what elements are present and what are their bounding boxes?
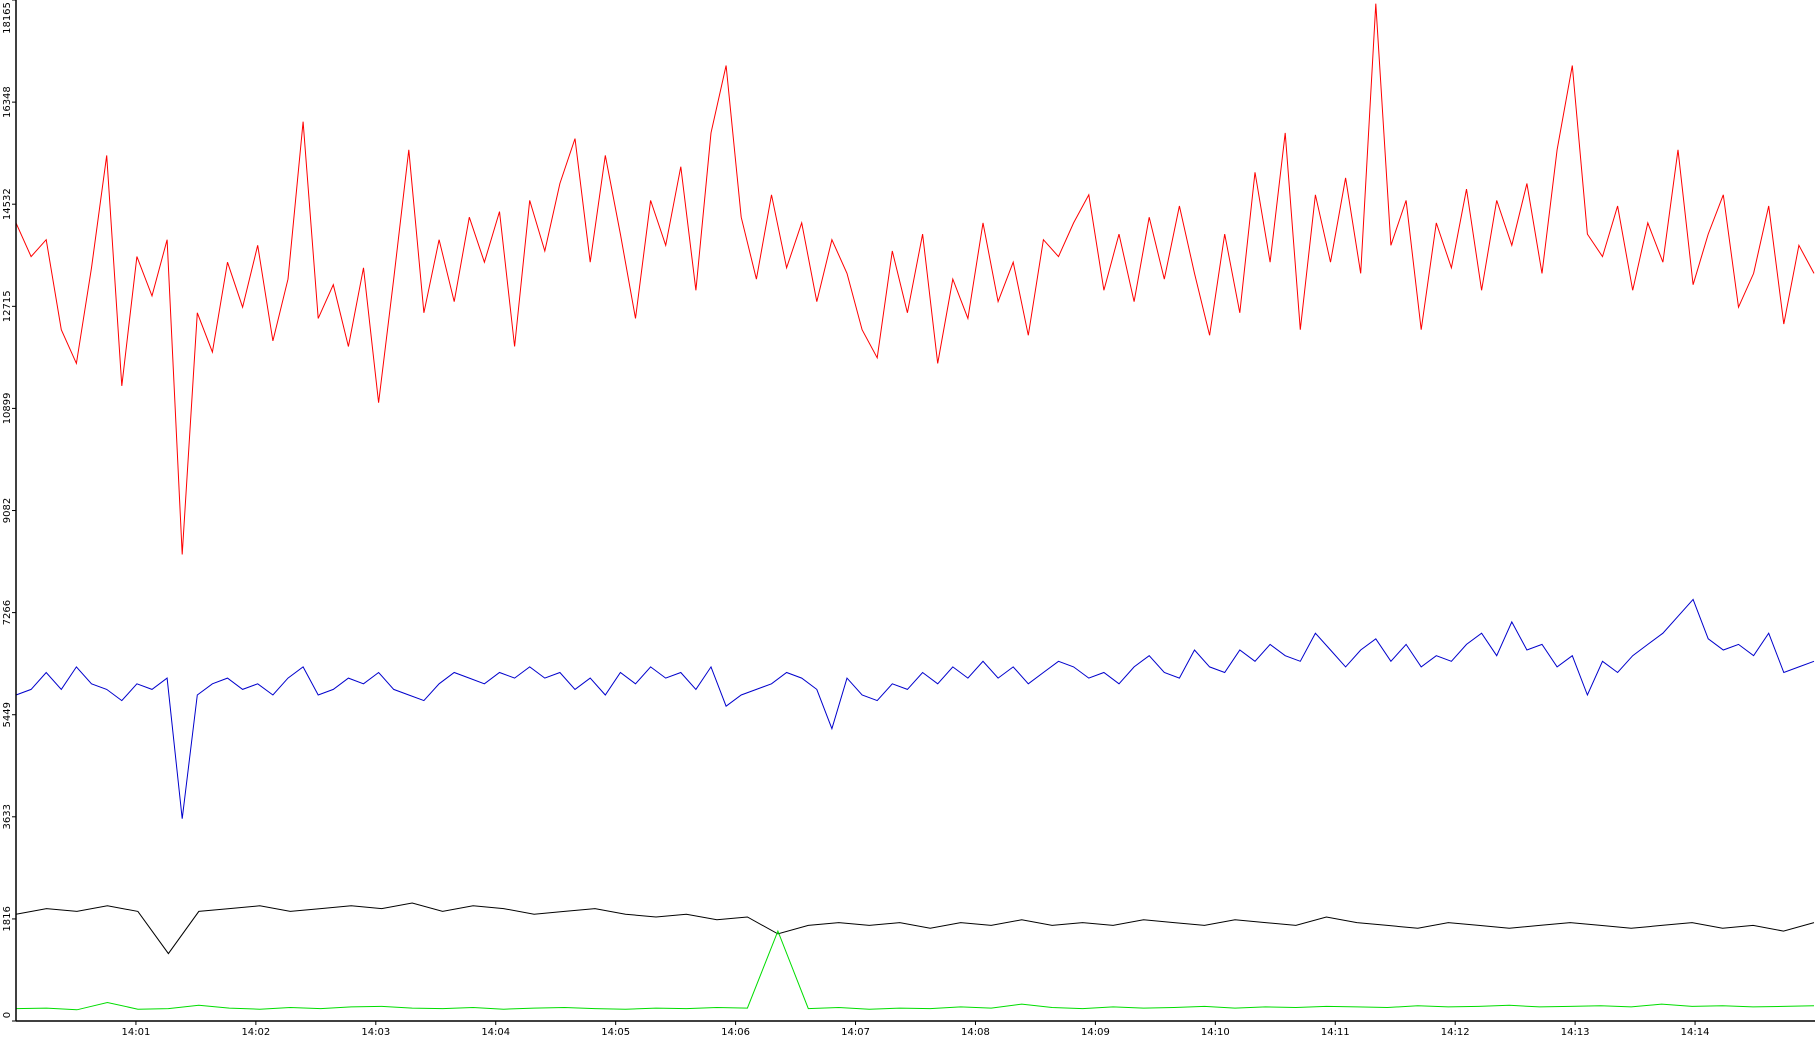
y-tick-label: 16348: [2, 86, 13, 118]
y-tick-label: 0: [2, 1012, 13, 1018]
y-tick-label: 18165: [2, 2, 13, 34]
x-tick-label: 14:08: [961, 1027, 990, 1038]
series-line: [15, 3, 1815, 555]
y-tick-label: 14532: [2, 188, 13, 220]
x-tick-label: 14:07: [841, 1027, 870, 1038]
x-tick-label: 14:02: [241, 1027, 270, 1038]
x-tick-label: 14:14: [1681, 1027, 1710, 1038]
x-tick-label: 14:12: [1441, 1027, 1470, 1038]
x-tick-label: 14:13: [1561, 1027, 1590, 1038]
y-tick-label: 1816: [2, 906, 13, 931]
x-tick-label: 14:01: [122, 1027, 151, 1038]
x-tick-label: 14:05: [601, 1027, 630, 1038]
y-tick-label: 12715: [2, 290, 13, 322]
x-tick-label: 14:11: [1321, 1027, 1350, 1038]
series-line: [15, 929, 1815, 1011]
y-tick-label: 10899: [2, 392, 13, 424]
series-line: [15, 598, 1815, 819]
y-tick-label: 5449: [2, 702, 13, 727]
series-line: [15, 902, 1815, 955]
y-tick-label: 3633: [2, 804, 13, 829]
x-tick-label: 14:10: [1201, 1027, 1230, 1038]
x-tick-label: 14:03: [361, 1027, 390, 1038]
x-tick-label: 14:06: [721, 1027, 750, 1038]
x-tick-label: 14:04: [481, 1027, 510, 1038]
y-tick-label: 7266: [2, 600, 13, 625]
y-tick-label: 9082: [2, 498, 13, 523]
x-tick-label: 14:09: [1081, 1027, 1110, 1038]
